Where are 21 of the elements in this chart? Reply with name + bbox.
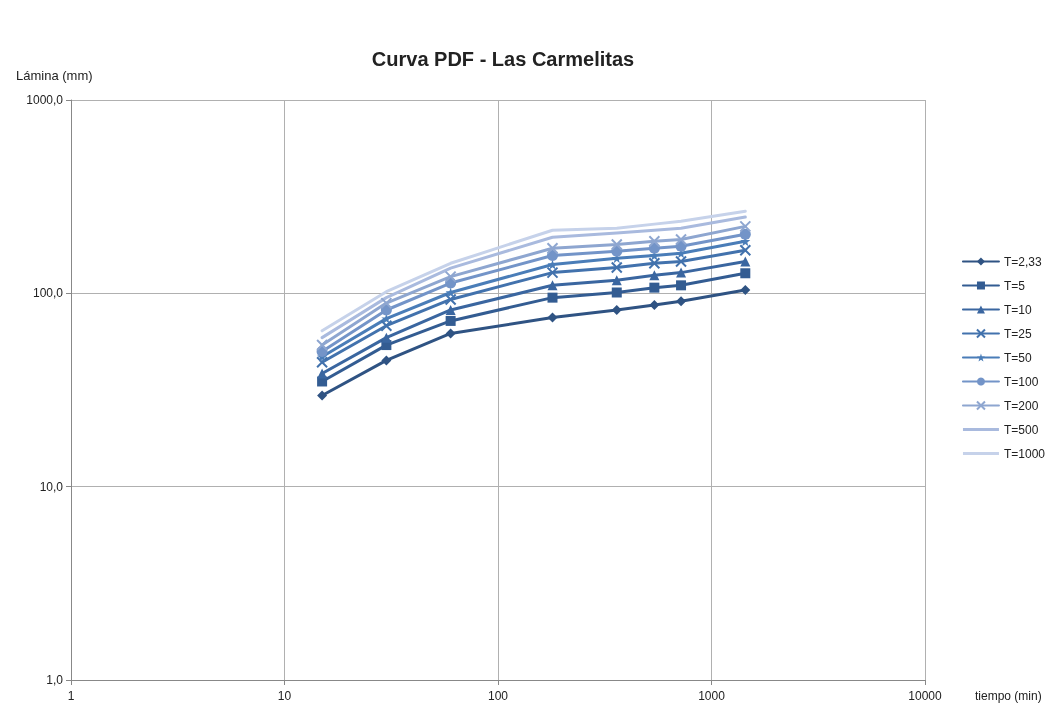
x-tick-label: 100	[487, 689, 509, 703]
x-tick-label: 1	[67, 689, 75, 703]
y-tick-label: 1000,0	[26, 93, 64, 107]
legend-label: T=5	[1003, 278, 1026, 293]
x-tick-label: 10000	[908, 689, 943, 703]
y-tick-label: 10,0	[39, 479, 64, 494]
legend-label: T=50	[1003, 350, 1032, 365]
legend-label: T=25	[1003, 326, 1032, 341]
legend-label: T=1000	[1003, 446, 1046, 461]
y-tick-label: 100,0	[32, 286, 64, 301]
x-tick-label: 1000	[698, 689, 726, 703]
y-tick-label: 1,0	[46, 673, 64, 687]
legend-label: T=10	[1003, 302, 1032, 317]
legend-label: T=2,33	[1003, 254, 1042, 269]
legend-label: T=100	[1003, 374, 1039, 389]
chart-title: Curva PDF - Las Carmelitas	[371, 48, 635, 70]
y-axis-title: Lámina (mm)	[16, 68, 93, 83]
legend-label: T=500	[1003, 422, 1039, 437]
x-axis-title: tiempo (min)	[975, 689, 1042, 703]
legend-label: T=200	[1003, 398, 1039, 413]
x-tick-label: 10	[277, 689, 292, 703]
